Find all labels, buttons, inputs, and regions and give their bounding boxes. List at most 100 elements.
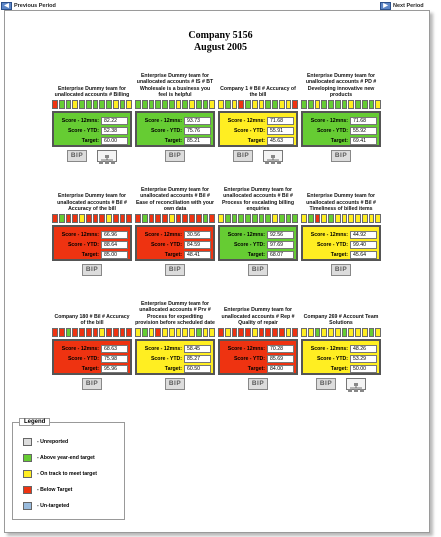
bip-button[interactable]: BIP <box>165 378 185 390</box>
legend-swatch <box>23 501 32 510</box>
trend-cell <box>72 214 78 223</box>
target-row: Target: 95.96 <box>57 364 128 374</box>
target-row: Target: 45.64 <box>306 250 377 260</box>
legend-item: - Below Target <box>23 485 72 494</box>
card-title[interactable]: Enterprise Dummy team for unallocated ac… <box>305 72 377 99</box>
previous-period-button[interactable]: ◀ Previous Period <box>1 1 56 11</box>
card-title[interactable]: Enterprise Dummy team for unallocated ac… <box>57 193 127 213</box>
trend-strip <box>135 328 215 337</box>
trend-cell <box>224 100 231 109</box>
score-12mns-label: Score - 12mns: <box>310 232 348 238</box>
card-title[interactable]: Enterprise Dummy team for unallocated ac… <box>136 72 214 99</box>
trend-cell <box>224 328 231 337</box>
trend-cell <box>238 100 244 109</box>
trend-cell <box>368 214 375 223</box>
score-ytd-label: Score - YTD: <box>150 242 182 248</box>
trend-cell <box>278 100 285 109</box>
score-ytd-row: Score - YTD: 55.92 <box>306 126 377 136</box>
trend-cell <box>126 328 132 337</box>
score-12mns-row: Score - 12mns: 93.73 <box>140 116 211 126</box>
trend-cell <box>135 100 141 109</box>
trend-cell <box>58 100 65 109</box>
card-title[interactable]: Enterprise Dummy team for unallocated ac… <box>221 186 295 213</box>
bip-button[interactable]: BIP <box>331 264 351 276</box>
bip-button[interactable]: BIP <box>248 378 268 390</box>
trend-cell <box>314 214 321 223</box>
trend-cell <box>301 328 307 337</box>
trend-cell <box>175 100 182 109</box>
scorecard-card: Enterprise Dummy team for unallocated ac… <box>52 180 132 276</box>
trend-cell <box>112 100 119 109</box>
org-chart-icon[interactable] <box>263 150 283 164</box>
next-period-button[interactable]: ▶ Next Period <box>380 1 424 11</box>
bip-button[interactable]: BIP <box>248 264 268 276</box>
trend-cell <box>278 328 285 337</box>
trend-cell <box>328 214 334 223</box>
card-title[interactable]: Enterprise Dummy team for unallocated ac… <box>135 300 215 327</box>
bip-button[interactable]: BIP <box>233 150 253 162</box>
card-title[interactable]: Company 269 # Account Team Solutions <box>303 313 379 327</box>
next-period-label: Next Period <box>393 3 424 9</box>
trend-cell <box>85 214 92 223</box>
card-title[interactable]: Enterprise Dummy team for unallocated ac… <box>135 186 215 213</box>
score-ytd-value: 88.64 <box>101 241 128 249</box>
score-panel: Score - 12mns: 58.45 Score - YTD: 85.27 Targ… <box>135 339 215 375</box>
scorecard-card: Enterprise Dummy team for unallocated ac… <box>301 66 381 162</box>
score-ytd-row: Score - YTD: 88.64 <box>57 240 128 250</box>
bip-button[interactable]: BIP <box>165 264 185 276</box>
score-panel: Score - 12mns: 93.73 Score - YTD: 75.76 Targ… <box>135 111 215 147</box>
trend-cell <box>321 214 327 223</box>
target-row: Target: 68.07 <box>223 250 294 260</box>
trend-cell <box>119 214 126 223</box>
page-title: Company 5156 <box>188 30 253 41</box>
trend-cell <box>272 328 278 337</box>
bip-button[interactable]: BIP <box>82 264 102 276</box>
score-12mns-value: 82.22 <box>101 117 128 125</box>
bip-button[interactable]: BIP <box>331 150 351 162</box>
bip-button[interactable]: BIP <box>316 378 336 390</box>
trend-cell <box>135 328 141 337</box>
org-chart-icon[interactable] <box>97 150 117 164</box>
target-value: 45.63 <box>267 137 294 145</box>
trend-cell <box>58 214 65 223</box>
legend-item: - Un-targeted <box>23 501 69 510</box>
trend-cell <box>155 328 161 337</box>
target-value: 85.21 <box>184 137 211 145</box>
bip-button[interactable]: BIP <box>165 150 185 162</box>
trend-cell <box>141 328 148 337</box>
trend-cell <box>292 328 298 337</box>
target-label: Target: <box>247 252 265 258</box>
card-title-wrap: Enterprise Dummy team for unallocated ac… <box>218 294 298 327</box>
target-value: 60.00 <box>101 137 128 145</box>
legend-title: Legend <box>19 418 51 426</box>
trend-cell <box>189 214 195 223</box>
card-actions: BIP <box>301 378 381 392</box>
scorecard-card: Enterprise Dummy team for unallocated ac… <box>135 294 215 390</box>
org-chart-icon[interactable] <box>346 378 366 392</box>
target-label: Target: <box>247 366 265 372</box>
score-12mns-value: 44.92 <box>350 231 377 239</box>
trend-cell <box>182 100 188 109</box>
score-12mns-value: 70.28 <box>267 345 294 353</box>
trend-cell <box>328 100 334 109</box>
trend-cell <box>328 328 334 337</box>
score-ytd-value: 55.91 <box>267 127 294 135</box>
score-12mns-label: Score - 12mns: <box>227 346 265 352</box>
bip-button[interactable]: BIP <box>82 378 102 390</box>
target-label: Target: <box>81 366 99 372</box>
score-12mns-row: Score - 12mns: 82.22 <box>57 116 128 126</box>
card-title[interactable]: Company 180 # Bil # Accuracy of the bill <box>54 313 130 327</box>
card-title[interactable]: Enterprise Dummy team for unallocated ac… <box>306 193 376 213</box>
card-actions: BIP <box>52 378 132 390</box>
bip-button[interactable]: BIP <box>67 150 87 162</box>
card-title[interactable]: Company 1 # Bil # Accuracy of the bill <box>220 85 296 99</box>
target-row: Target: 85.00 <box>57 250 128 260</box>
score-panel: Score - 12mns: 82.22 Score - YTD: 52.38 Targ… <box>52 111 132 147</box>
card-title[interactable]: Enterprise Dummy team for unallocated ac… <box>221 307 295 327</box>
card-title[interactable]: Enterprise Dummy team for unallocated ac… <box>54 85 130 99</box>
trend-strip <box>301 328 381 337</box>
trend-cell <box>141 214 148 223</box>
score-ytd-value: 84.59 <box>184 241 211 249</box>
trend-cell <box>162 328 168 337</box>
trend-cell <box>72 328 78 337</box>
